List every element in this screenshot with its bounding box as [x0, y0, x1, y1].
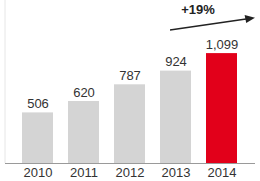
- svg-text:2010: 2010: [24, 165, 53, 180]
- svg-text:2014: 2014: [208, 165, 237, 180]
- svg-text:+19%: +19%: [181, 2, 215, 17]
- svg-text:1,099: 1,099: [206, 37, 239, 52]
- svg-text:2012: 2012: [116, 165, 145, 180]
- svg-text:620: 620: [73, 85, 95, 100]
- svg-text:2013: 2013: [162, 165, 191, 180]
- svg-text:506: 506: [27, 96, 49, 111]
- svg-text:2011: 2011: [70, 165, 98, 180]
- svg-text:924: 924: [165, 54, 187, 69]
- svg-text:787: 787: [119, 68, 141, 83]
